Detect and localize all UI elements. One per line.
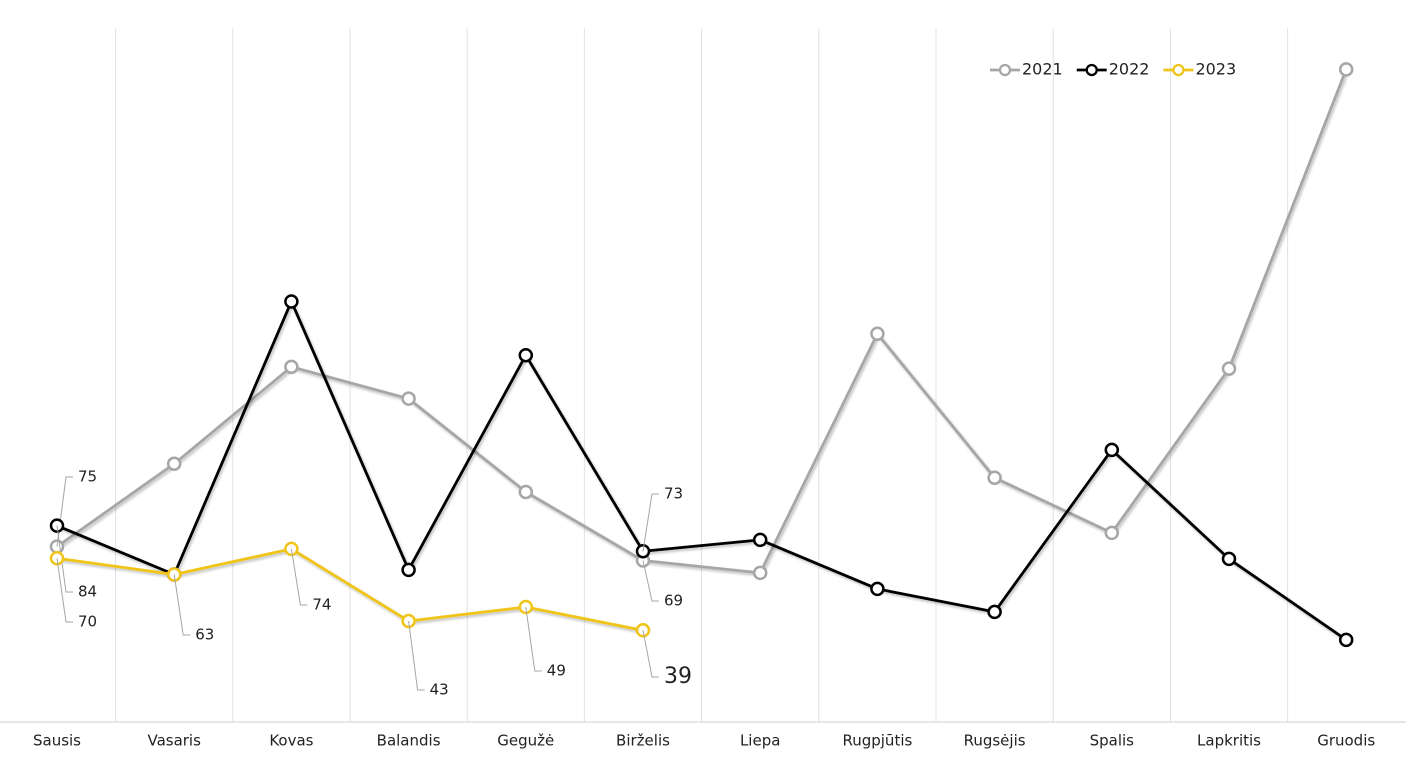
legend-label: 2023 <box>1195 60 1236 79</box>
point <box>870 581 885 597</box>
data-label: 63 <box>195 626 214 644</box>
legend-label: 2021 <box>1022 60 1063 79</box>
x-tick-label: Liepa <box>740 732 780 750</box>
x-tick-label: Birželis <box>616 732 670 750</box>
point <box>1338 632 1354 648</box>
data-label: 70 <box>78 613 97 631</box>
leader-line <box>290 548 308 606</box>
point <box>752 532 768 548</box>
leader-line <box>408 620 425 691</box>
x-tick-label: Kovas <box>269 732 313 750</box>
data-label: 43 <box>430 681 449 699</box>
point <box>1221 551 1237 567</box>
x-tick-label: Sausis <box>33 732 81 750</box>
data-label: 84 <box>78 583 97 601</box>
line <box>56 300 1347 641</box>
data-label: 39 <box>664 664 692 689</box>
point <box>518 347 534 363</box>
line <box>56 68 1348 575</box>
legend-marker <box>998 63 1012 77</box>
point <box>987 470 1002 486</box>
leader-line <box>525 606 542 672</box>
data-label: 75 <box>78 468 97 486</box>
point <box>284 359 299 375</box>
point <box>987 604 1002 620</box>
leader-line <box>642 493 659 552</box>
legend-label: 2022 <box>1109 60 1150 79</box>
series <box>49 294 1354 648</box>
data-label: 74 <box>312 596 331 614</box>
leader-line <box>173 574 191 636</box>
point <box>1104 442 1120 458</box>
x-tick-label: Gegužė <box>497 732 554 750</box>
x-tick-label: Gruodis <box>1317 732 1375 750</box>
point <box>401 391 416 406</box>
point <box>401 562 416 578</box>
x-tick-label: Rugsėjis <box>964 732 1026 750</box>
series <box>49 62 1354 581</box>
point <box>870 326 885 342</box>
point <box>1104 525 1120 541</box>
x-tick-label: Rugpjūtis <box>842 732 912 750</box>
line <box>56 547 644 632</box>
leader-line <box>642 630 659 678</box>
data-label: 73 <box>664 485 683 503</box>
leader-line <box>56 525 73 593</box>
point <box>166 456 182 472</box>
x-tick-label: Spalis <box>1090 732 1135 750</box>
point <box>284 294 299 309</box>
point <box>1221 361 1237 376</box>
x-tick-label: Lapkritis <box>1197 732 1261 750</box>
x-tick-label: Vasaris <box>147 732 201 750</box>
x-tick-label: Balandis <box>377 732 441 750</box>
data-label: 69 <box>664 592 683 610</box>
point <box>1338 62 1354 77</box>
legend-marker <box>1085 63 1098 77</box>
leader-line <box>56 558 73 623</box>
point <box>518 484 534 500</box>
leader-line <box>642 560 659 602</box>
legend-marker <box>1172 63 1185 77</box>
point <box>752 565 768 581</box>
series <box>49 541 651 638</box>
data-label: 49 <box>547 662 566 680</box>
